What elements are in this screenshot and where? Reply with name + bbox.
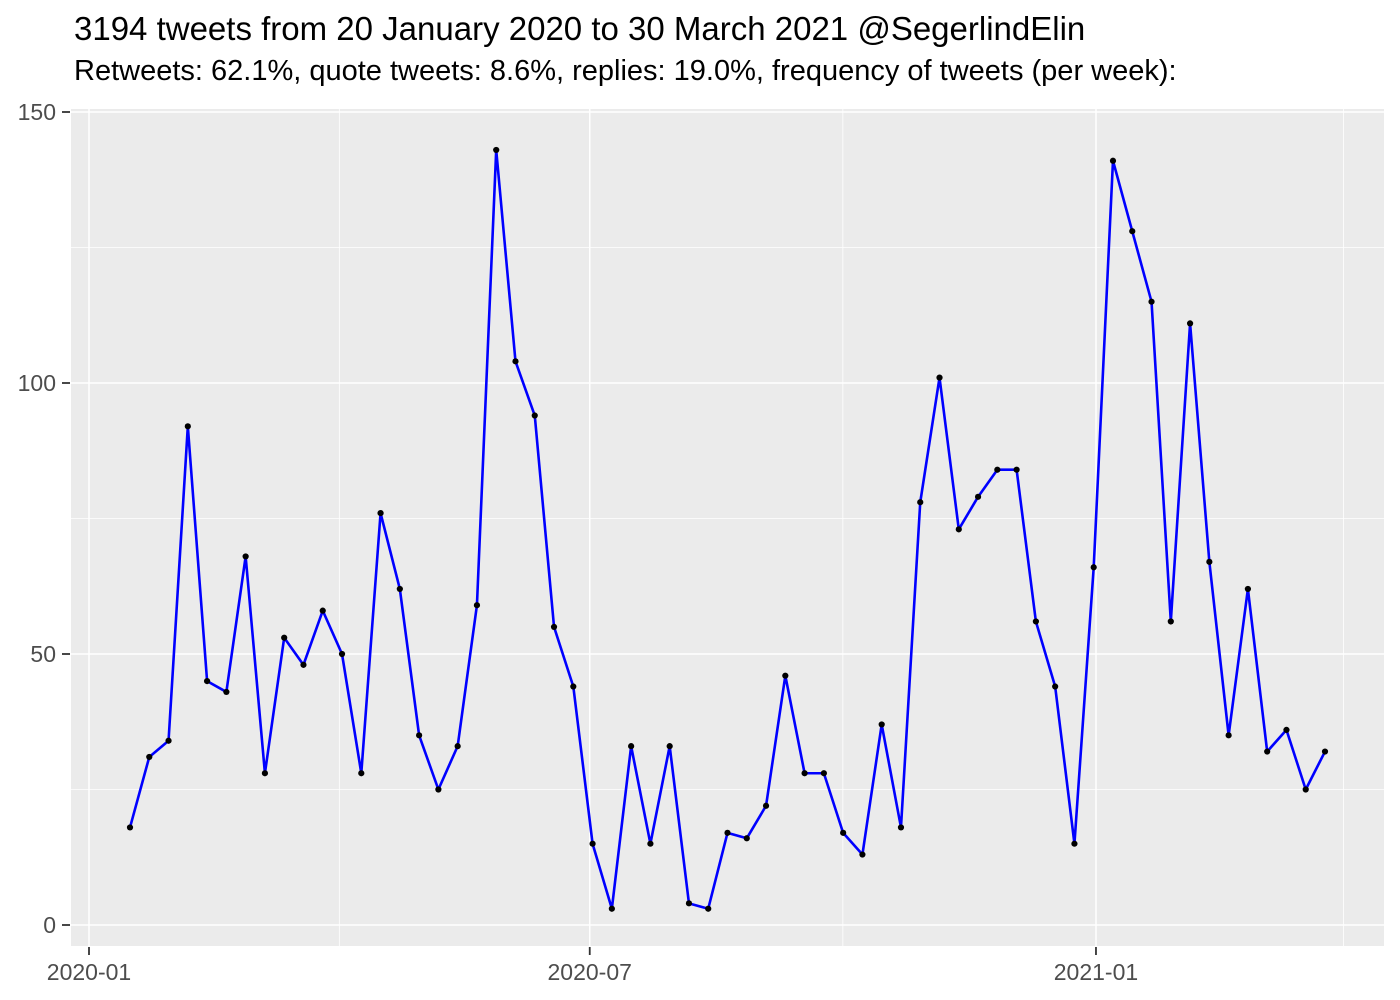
data-point xyxy=(242,553,249,560)
data-point xyxy=(840,829,847,836)
y-axis-tick-label: 0 xyxy=(43,912,56,938)
major-gridlines xyxy=(71,109,1384,946)
data-point xyxy=(724,829,731,836)
data-point xyxy=(261,770,269,777)
data-point xyxy=(377,509,384,517)
data-point xyxy=(1109,157,1117,164)
data-point xyxy=(1321,748,1329,755)
data-point xyxy=(762,802,770,809)
data-point xyxy=(1013,466,1020,473)
data-point xyxy=(203,678,211,685)
chart-subtitle: Retweets: 62.1%, quote tweets: 8.6%, rep… xyxy=(74,55,1177,87)
data-point xyxy=(570,683,577,690)
data-point xyxy=(550,623,558,631)
data-point xyxy=(416,732,423,739)
data-point xyxy=(319,607,326,614)
data-point xyxy=(1129,228,1136,235)
data-point xyxy=(1302,786,1309,793)
data-point xyxy=(859,851,866,858)
x-axis-tick-label: 2020-07 xyxy=(548,959,632,985)
y-axis-tick-label: 100 xyxy=(18,370,56,396)
data-point xyxy=(358,770,365,777)
data-point xyxy=(685,900,693,907)
data-point xyxy=(917,499,924,506)
data-point xyxy=(666,743,673,750)
y-axis-tick-label: 50 xyxy=(30,641,56,667)
y-axis-tick-label: 150 xyxy=(18,99,56,125)
chart-title: 3194 tweets from 20 January 2020 to 30 M… xyxy=(74,10,1086,47)
y-axis-labels: 0 50 100 150 xyxy=(18,99,56,938)
data-point xyxy=(801,770,808,777)
data-point xyxy=(994,466,1001,473)
data-point xyxy=(608,905,615,912)
data-point xyxy=(955,526,962,533)
data-point xyxy=(705,905,712,912)
data-point xyxy=(1264,748,1271,755)
data-point xyxy=(1032,618,1039,625)
data-point xyxy=(1071,840,1078,847)
data-point xyxy=(820,770,827,777)
data-point xyxy=(300,661,307,668)
data-point xyxy=(1148,298,1155,305)
data-point xyxy=(396,585,403,593)
data-point xyxy=(878,721,885,728)
axis-ticks xyxy=(62,111,1097,955)
x-axis-tick-label: 2020-01 xyxy=(47,959,131,985)
data-point xyxy=(936,374,943,381)
data-point xyxy=(512,358,519,365)
x-axis-labels: 2020-01 2020-07 2021-01 xyxy=(47,959,1138,985)
data-point xyxy=(146,753,153,761)
data-point xyxy=(435,786,442,793)
data-point xyxy=(974,493,982,500)
data-point xyxy=(338,650,346,658)
data-point xyxy=(628,743,635,750)
data-point xyxy=(647,840,654,847)
data-point xyxy=(473,602,481,609)
data-point xyxy=(1186,320,1194,327)
data-point xyxy=(1283,726,1290,733)
data-point xyxy=(454,743,461,750)
data-point xyxy=(281,634,288,641)
data-point xyxy=(589,840,596,847)
data-points xyxy=(126,146,1329,912)
data-point xyxy=(184,423,191,430)
data-point xyxy=(1052,683,1059,690)
data-point xyxy=(1206,558,1213,565)
x-axis-tick-label: 2021-01 xyxy=(1054,959,1138,985)
data-point xyxy=(1167,618,1174,625)
data-point xyxy=(897,824,905,831)
data-point xyxy=(493,146,500,154)
data-point xyxy=(165,737,172,744)
data-point xyxy=(531,412,538,419)
data-point xyxy=(126,824,134,831)
data-point xyxy=(1090,564,1097,571)
data-point xyxy=(1225,732,1232,739)
data-point xyxy=(782,672,789,679)
plot-panel xyxy=(71,109,1384,946)
data-point xyxy=(223,688,230,696)
data-point xyxy=(1244,585,1252,593)
data-point xyxy=(743,835,750,842)
